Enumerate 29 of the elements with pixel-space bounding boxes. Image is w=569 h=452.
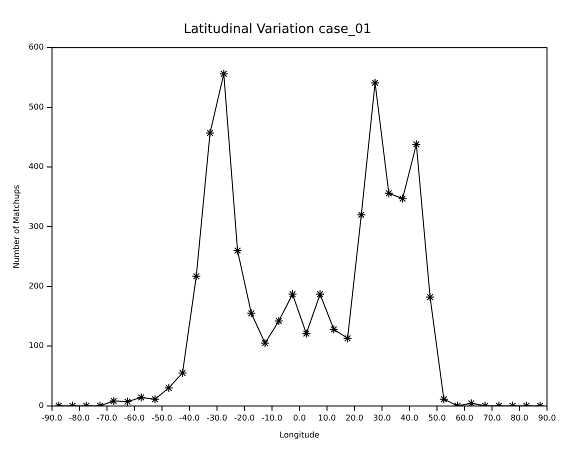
x-tick-label: 20.0 [346, 414, 364, 423]
y-tick-label: 600 [28, 42, 44, 52]
x-tick-label: 10.0 [318, 414, 336, 423]
y-tick-label: 100 [28, 341, 44, 350]
y-tick-label: 300 [28, 222, 44, 231]
x-tick-label: 80.0 [510, 414, 528, 423]
x-tick-label: -30.0 [206, 414, 228, 423]
x-tick-label: -60.0 [124, 414, 145, 423]
chart-title: Latitudinal Variation case_01 [184, 22, 372, 38]
x-tick-label: -40.0 [179, 414, 200, 423]
y-axis-title: Number of Matchups [12, 184, 21, 269]
x-tick-label: -10.0 [262, 414, 282, 423]
x-tick-label: 90.0 [538, 414, 556, 423]
x-tick-label: 0.0 [293, 414, 306, 423]
x-tick-label: 30.0 [373, 414, 391, 423]
x-axis-title: Longitude [280, 430, 320, 440]
x-tick-label: 50.0 [428, 414, 446, 423]
y-tick-label: 500 [28, 102, 44, 112]
x-tick-label: -50.0 [152, 414, 172, 423]
y-tick-label: 0 [38, 400, 44, 410]
y-tick-label: 400 [28, 162, 44, 172]
x-tick-label: 40.0 [400, 414, 418, 423]
x-tick-label: -70.0 [96, 414, 118, 423]
x-tick-label: -90.0 [42, 414, 62, 423]
x-tick-label: 70.0 [483, 414, 501, 423]
x-tick-label: 60.0 [456, 414, 474, 423]
x-tick-label: -80.0 [69, 414, 90, 423]
x-tick-label: -20.0 [234, 414, 255, 423]
y-tick-label: 200 [28, 281, 44, 290]
